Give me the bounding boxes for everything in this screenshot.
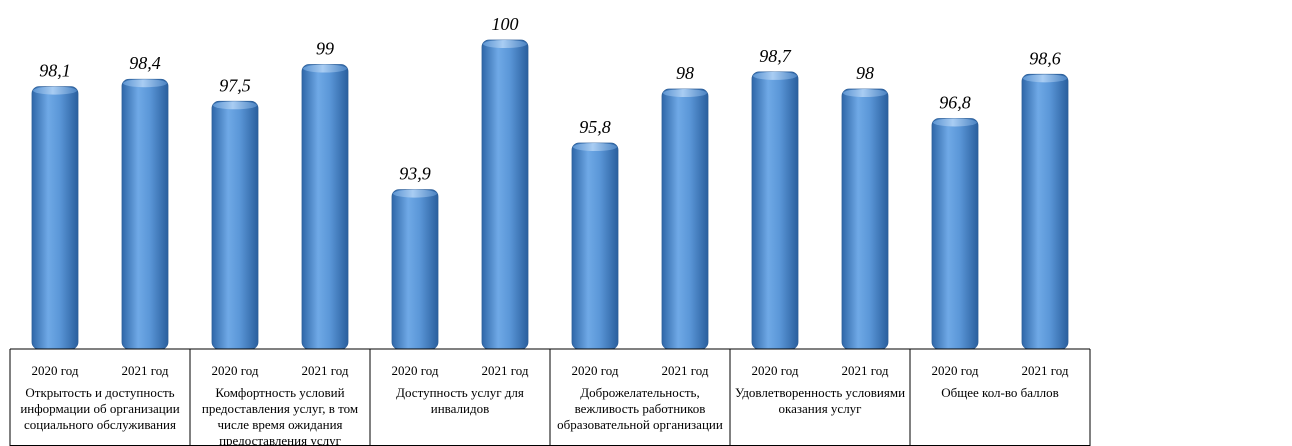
category-label: образовательной организации: [557, 417, 723, 432]
year-tick-label: 2020 год: [32, 363, 79, 378]
category-label: Доброжелательность,: [580, 385, 699, 400]
bar-cap: [213, 101, 257, 110]
data-label: 98,7: [759, 46, 792, 66]
data-label: 95,8: [579, 117, 611, 137]
category-label: социального обслуживания: [24, 417, 176, 432]
category-label: Открытость и доступность: [25, 385, 174, 400]
data-label: 98: [676, 63, 694, 83]
category-label: оказания услуг: [778, 401, 861, 416]
bar-cap: [843, 89, 887, 98]
category-axis: 2020 год 2021 год Открытость и доступность…: [9, 348, 1091, 446]
data-label: 99: [316, 39, 334, 59]
bar-cap: [663, 89, 707, 98]
bar: [31, 86, 79, 350]
category-label: предоставления услуг: [219, 433, 341, 446]
data-label: 98,1: [39, 61, 71, 81]
bar-cap: [753, 71, 797, 80]
bar-cap: [393, 189, 437, 198]
year-tick-label: 2021 год: [122, 363, 169, 378]
data-label: 93,9: [399, 164, 431, 184]
category-label: вежливость работников: [575, 401, 706, 416]
category-label: Комфортность условий: [215, 385, 344, 400]
bar-cap: [1023, 74, 1067, 83]
data-label: 96,8: [939, 92, 971, 112]
year-tick-label: 2021 год: [842, 363, 889, 378]
bar-cap: [303, 64, 347, 73]
bar: [571, 142, 619, 350]
year-tick-label: 2020 год: [752, 363, 799, 378]
year-tick-label: 2020 год: [392, 363, 439, 378]
year-tick-label: 2021 год: [662, 363, 709, 378]
bar: [841, 88, 889, 350]
data-label: 98,6: [1029, 48, 1061, 68]
data-label: 97,5: [219, 75, 251, 95]
category-label: информации об организации: [20, 401, 179, 416]
bar-cap: [483, 40, 527, 48]
bar: [301, 64, 349, 350]
year-tick-label: 2020 год: [212, 363, 259, 378]
bars-layer: 98,1 98,4 97,5 99 93,9 100 95,8 98 98,7 98 96,8 98,…: [31, 14, 1069, 350]
bar: [661, 88, 709, 350]
year-tick-label: 2020 год: [932, 363, 979, 378]
bar-cap: [933, 118, 977, 127]
data-label: 98,4: [129, 53, 161, 73]
category-label: Общее кол-во баллов: [941, 385, 1059, 400]
category-label: инвалидов: [431, 401, 489, 416]
category-label: числе время ожидания: [217, 417, 342, 432]
bar-cap: [573, 143, 617, 151]
category-label: Доступность услуг для: [396, 385, 524, 400]
bar: [751, 71, 799, 350]
bar: [211, 100, 259, 350]
year-tick-label: 2020 год: [572, 363, 619, 378]
data-label: 100: [492, 14, 519, 34]
bar: [1021, 73, 1069, 350]
bar: [121, 78, 169, 350]
bar: [931, 118, 979, 350]
bar: [391, 189, 439, 350]
bar-cap: [123, 79, 167, 88]
year-tick-label: 2021 год: [302, 363, 349, 378]
category-label: Удовлетворенность условиями: [735, 385, 905, 400]
bar-cap: [33, 86, 77, 95]
data-label: 98: [856, 63, 874, 83]
year-tick-label: 2021 год: [1022, 363, 1069, 378]
bar: [481, 39, 529, 350]
year-tick-label: 2021 год: [482, 363, 529, 378]
category-label: предоставления услуг, в том: [202, 401, 358, 416]
